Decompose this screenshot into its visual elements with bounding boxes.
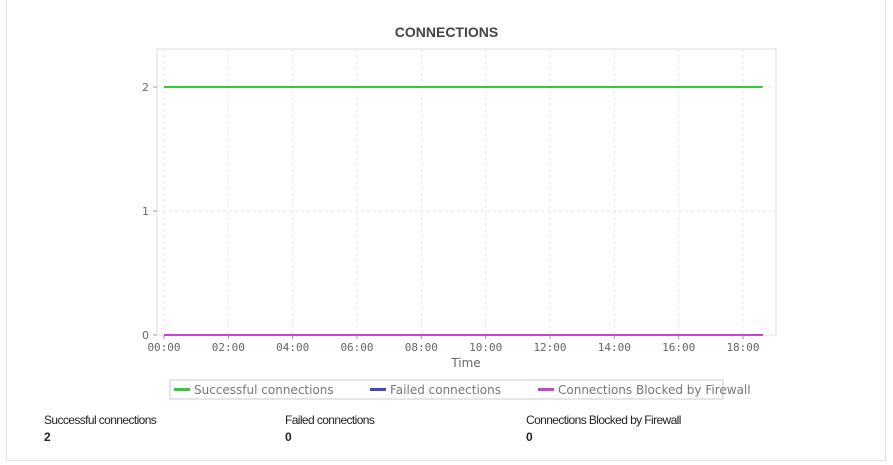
stat-value: 0 xyxy=(285,430,292,444)
legend-box xyxy=(169,379,724,400)
x-tick-label: 10:00 xyxy=(469,341,502,354)
x-tick-label: 12:00 xyxy=(533,341,566,354)
stat-label: Failed connections xyxy=(285,413,375,427)
y-tick-label: 2 xyxy=(142,81,149,94)
legend-label: Successful connections xyxy=(194,383,334,397)
y-tick-label: 1 xyxy=(142,205,149,218)
legend-label: Connections Blocked by Firewall xyxy=(558,383,751,397)
stat-blocked: Connections Blocked by Firewall 0 xyxy=(526,413,681,444)
legend-label: Failed connections xyxy=(390,383,501,397)
plot-area xyxy=(156,48,777,336)
stat-failed: Failed connections 0 xyxy=(285,413,375,444)
x-tick-label: 02:00 xyxy=(212,341,245,354)
x-axis-label: Time xyxy=(450,356,480,370)
x-tick-label: 00:00 xyxy=(147,341,180,354)
panel-frame xyxy=(6,0,886,461)
stat-label: Successful connections xyxy=(44,413,157,427)
x-tick-label: 18:00 xyxy=(726,341,759,354)
stat-value: 0 xyxy=(526,430,533,444)
x-tick-label: 04:00 xyxy=(276,341,309,354)
stat-label: Connections Blocked by Firewall xyxy=(526,413,681,427)
y-tick-label: 0 xyxy=(142,329,149,342)
x-tick-label: 14:00 xyxy=(598,341,631,354)
x-tick-label: 08:00 xyxy=(405,341,438,354)
stat-value: 2 xyxy=(44,430,51,444)
x-tick-label: 06:00 xyxy=(340,341,373,354)
chart-title: CONNECTIONS xyxy=(394,24,499,40)
stat-successful: Successful connections 2 xyxy=(44,413,157,444)
x-tick-label: 16:00 xyxy=(662,341,695,354)
